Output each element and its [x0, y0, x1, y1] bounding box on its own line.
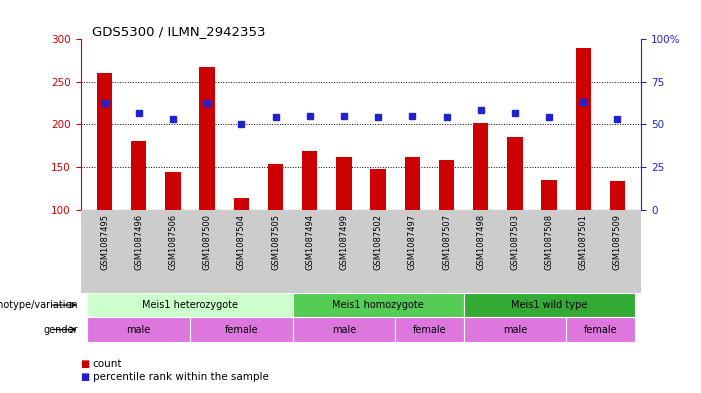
Text: GSM1087508: GSM1087508: [545, 214, 554, 270]
Text: GSM1087497: GSM1087497: [408, 214, 417, 270]
Text: female: female: [583, 325, 617, 334]
Bar: [508, 137, 522, 209]
Text: GSM1087498: GSM1087498: [476, 214, 485, 270]
Bar: [88, 317, 190, 342]
Bar: [88, 293, 292, 317]
Bar: [292, 317, 395, 342]
Text: percentile rank within the sample: percentile rank within the sample: [93, 372, 268, 382]
Bar: [439, 160, 454, 209]
Text: Meis1 homozygote: Meis1 homozygote: [332, 300, 424, 310]
Bar: [302, 151, 318, 209]
Bar: [473, 123, 489, 209]
Text: GSM1087504: GSM1087504: [237, 214, 246, 270]
Text: GSM1087494: GSM1087494: [305, 214, 314, 270]
Text: GSM1087505: GSM1087505: [271, 214, 280, 270]
Bar: [268, 163, 283, 209]
Text: male: male: [127, 325, 151, 334]
Bar: [566, 317, 634, 342]
Bar: [292, 293, 463, 317]
Text: Meis1 heterozygote: Meis1 heterozygote: [142, 300, 238, 310]
Text: ■: ■: [81, 372, 90, 382]
Text: GSM1087499: GSM1087499: [339, 214, 348, 270]
Text: GSM1087500: GSM1087500: [203, 214, 212, 270]
Bar: [165, 172, 181, 209]
Text: GSM1087509: GSM1087509: [613, 214, 622, 270]
Bar: [370, 169, 386, 209]
Bar: [336, 157, 352, 209]
Text: GSM1087503: GSM1087503: [510, 214, 519, 270]
Text: count: count: [93, 358, 122, 369]
Bar: [97, 73, 112, 209]
Text: Meis1 wild type: Meis1 wild type: [511, 300, 587, 310]
Bar: [463, 317, 566, 342]
Text: male: male: [503, 325, 527, 334]
Text: GSM1087506: GSM1087506: [168, 214, 177, 270]
Bar: [541, 180, 557, 209]
Text: female: female: [224, 325, 258, 334]
Text: gender: gender: [43, 325, 78, 334]
Text: ■: ■: [81, 358, 90, 369]
Bar: [200, 67, 215, 209]
Text: GSM1087501: GSM1087501: [579, 214, 587, 270]
Bar: [131, 141, 147, 209]
Bar: [395, 317, 463, 342]
Text: male: male: [332, 325, 356, 334]
Text: GSM1087502: GSM1087502: [374, 214, 383, 270]
Bar: [404, 157, 420, 209]
Text: female: female: [413, 325, 447, 334]
Text: genotype/variation: genotype/variation: [0, 300, 78, 310]
Text: GSM1087507: GSM1087507: [442, 214, 451, 270]
Bar: [576, 48, 591, 209]
Bar: [610, 180, 625, 209]
Bar: [233, 198, 249, 209]
Text: GDS5300 / ILMN_2942353: GDS5300 / ILMN_2942353: [92, 25, 266, 38]
Text: GSM1087495: GSM1087495: [100, 214, 109, 270]
Bar: [463, 293, 634, 317]
Bar: [190, 317, 292, 342]
Text: GSM1087496: GSM1087496: [135, 214, 143, 270]
